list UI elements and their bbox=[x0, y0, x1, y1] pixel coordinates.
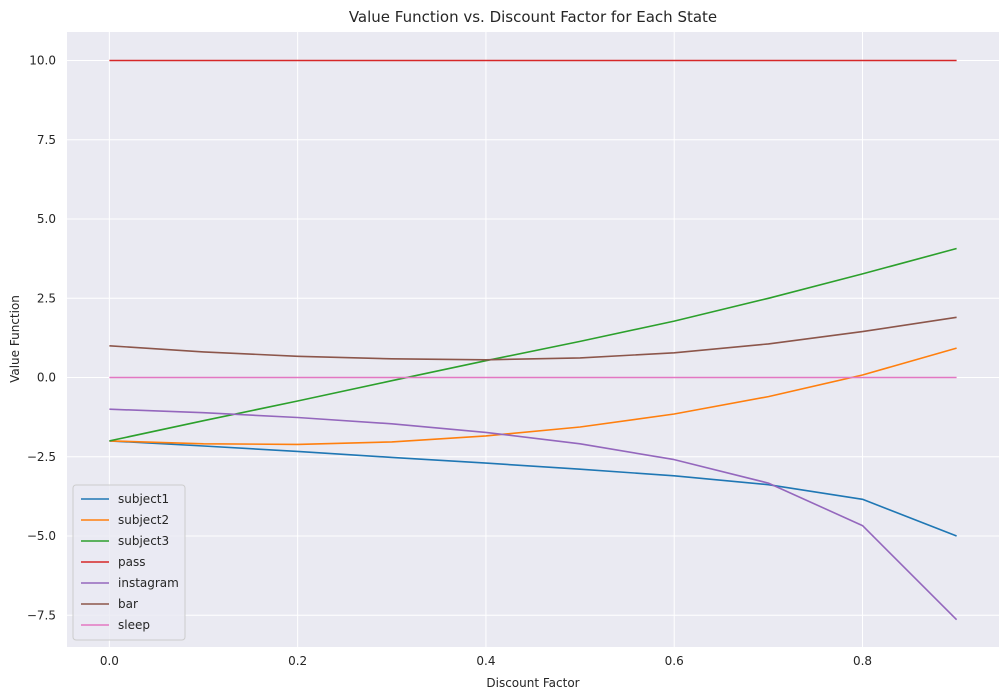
y-axis-label: Value Function bbox=[8, 295, 22, 383]
legend-box bbox=[72, 484, 186, 641]
x-tick-label: 0.8 bbox=[853, 654, 872, 668]
x-tick-label: 0.0 bbox=[100, 654, 119, 668]
y-axis-ticks: −7.5 −5.0 −2.5 0.0 2.5 5.0 7.5 10.0 bbox=[27, 54, 56, 623]
legend-label-sleep: sleep bbox=[118, 618, 150, 632]
x-tick-label: 0.4 bbox=[476, 654, 495, 668]
legend: subject1 subject2 subject3 pass instagram bar… bbox=[72, 484, 186, 641]
y-tick-label: −5.0 bbox=[27, 529, 56, 543]
legend-label-subject1: subject1 bbox=[118, 492, 169, 506]
x-axis-label: Discount Factor bbox=[486, 676, 579, 690]
y-tick-label: 2.5 bbox=[37, 291, 56, 305]
y-tick-label: −2.5 bbox=[27, 450, 56, 464]
legend-label-subject3: subject3 bbox=[118, 534, 169, 548]
legend-label-pass: pass bbox=[118, 555, 145, 569]
series-line-bar bbox=[109, 316, 957, 361]
series-line-subject1 bbox=[109, 440, 957, 537]
x-tick-label: 0.2 bbox=[288, 654, 307, 668]
y-tick-label: 5.0 bbox=[37, 212, 56, 226]
y-tick-label: −7.5 bbox=[27, 608, 56, 622]
series-line-subject3 bbox=[109, 247, 957, 442]
legend-label-subject2: subject2 bbox=[118, 513, 169, 527]
series-lines bbox=[109, 59, 958, 621]
series-line-instagram bbox=[109, 408, 958, 621]
y-tick-label: 0.0 bbox=[37, 371, 56, 385]
x-tick-label: 0.6 bbox=[665, 654, 684, 668]
x-axis-ticks: 0.0 0.2 0.4 0.6 0.8 bbox=[100, 654, 872, 668]
series-line-subject2 bbox=[109, 347, 957, 446]
plot-area bbox=[67, 32, 999, 647]
legend-label-instagram: instagram bbox=[118, 576, 179, 590]
y-tick-label: 7.5 bbox=[37, 133, 56, 147]
chart-title: Value Function vs. Discount Factor for E… bbox=[349, 8, 717, 26]
y-tick-label: 10.0 bbox=[29, 54, 56, 68]
legend-label-bar: bar bbox=[118, 597, 138, 611]
